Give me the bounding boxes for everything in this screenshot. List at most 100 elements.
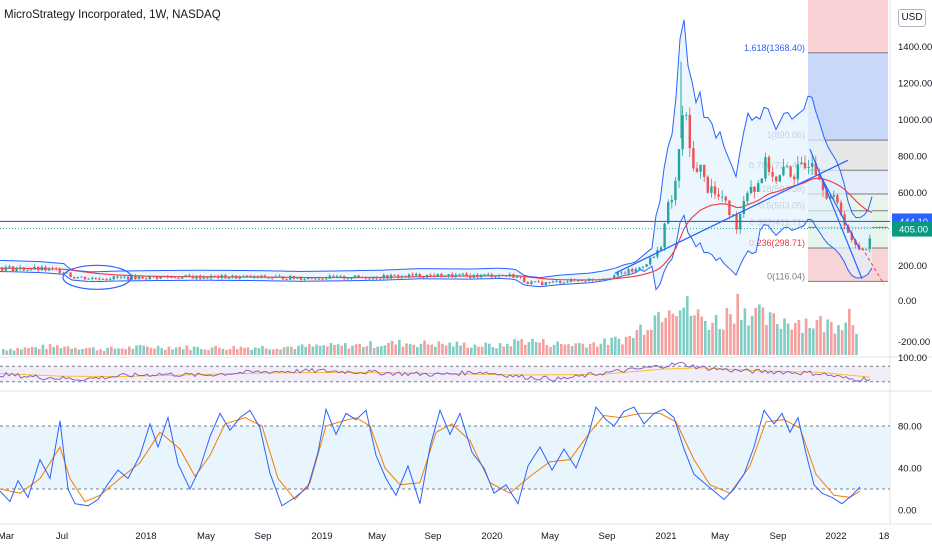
- candle-body: [476, 274, 479, 278]
- volume-bar: [185, 345, 189, 355]
- candle-body: [717, 194, 720, 197]
- volume-bar: [228, 348, 232, 355]
- candle-body: [847, 225, 850, 233]
- candle-body: [458, 274, 461, 276]
- candle-body: [404, 275, 407, 277]
- candle-body: [94, 277, 97, 279]
- candle-body: [832, 195, 835, 197]
- candle-body: [461, 273, 465, 275]
- candle-body: [69, 272, 72, 277]
- candle-body: [271, 277, 274, 279]
- candle-body: [375, 276, 378, 279]
- volume-bar: [408, 344, 412, 355]
- volume-bar: [149, 347, 153, 355]
- volume-bar: [290, 346, 293, 355]
- volume-bar: [383, 345, 387, 355]
- volume-bar: [459, 345, 462, 355]
- candle-body: [350, 278, 353, 279]
- oscillator-line: [0, 361, 871, 382]
- volume-bar: [527, 342, 531, 355]
- candle-body: [307, 277, 310, 280]
- candle-body: [339, 275, 342, 277]
- candle-body: [379, 278, 382, 280]
- oscillator-tick-label: 100.00: [898, 353, 927, 364]
- volume-bar: [264, 348, 268, 355]
- candle-body: [353, 275, 357, 279]
- candle-body: [681, 115, 684, 150]
- candle-body: [771, 171, 774, 177]
- candle-body: [163, 276, 166, 278]
- candle-body: [505, 275, 508, 277]
- volume-bar: [585, 347, 588, 355]
- candle-body: [105, 279, 108, 280]
- candle-body: [746, 192, 749, 202]
- bollinger-upper: [0, 19, 873, 279]
- currency-button[interactable]: USD: [898, 9, 926, 27]
- volume-bar: [2, 349, 5, 355]
- time-tick-label: May: [368, 531, 386, 542]
- volume-bar: [747, 325, 750, 355]
- candle-body: [299, 277, 303, 280]
- volume-bar: [801, 332, 804, 355]
- volume-bar: [419, 343, 423, 355]
- volume-bar: [362, 347, 365, 355]
- bollinger-fill: [0, 19, 872, 290]
- candle-body: [116, 276, 119, 278]
- volume-bar: [498, 343, 502, 355]
- candle-body: [393, 275, 396, 276]
- candle-body: [245, 275, 249, 277]
- candle-body: [591, 278, 594, 281]
- volume-bar: [516, 340, 520, 355]
- volume-bar: [639, 324, 642, 355]
- candle-body: [155, 276, 159, 279]
- volume-bar: [740, 319, 743, 355]
- volume-bar: [297, 345, 300, 355]
- candle-body: [195, 275, 198, 279]
- volume-bar: [318, 345, 322, 355]
- candle-body: [199, 275, 202, 279]
- chart-title[interactable]: MicroStrategy Incorporated, 1W, NASDAQ: [4, 9, 221, 21]
- volume-bar: [329, 343, 333, 355]
- volume-bar: [243, 347, 246, 355]
- volume-bar: [588, 343, 592, 355]
- volume-bar: [524, 344, 527, 355]
- volume-bar: [203, 349, 207, 355]
- volume-bar: [808, 328, 811, 355]
- candle-body: [764, 157, 767, 179]
- volume-bar: [596, 346, 599, 355]
- price-tick-label: 1200.00: [898, 79, 932, 90]
- candle-body: [44, 266, 47, 271]
- candle-body: [253, 275, 256, 278]
- candle-body: [850, 232, 853, 241]
- candle-body: [638, 267, 641, 270]
- candle-body: [314, 278, 317, 280]
- candle-body: [436, 273, 439, 277]
- candle-body: [742, 201, 745, 214]
- candle-body: [497, 275, 501, 277]
- volume-bar: [387, 342, 390, 355]
- price-tick-label: 1000.00: [898, 115, 932, 126]
- volume-bar: [722, 329, 725, 355]
- candle-body: [688, 114, 691, 149]
- candle-body: [569, 279, 573, 282]
- volume-bar: [16, 348, 19, 355]
- candle-body: [757, 183, 760, 192]
- candle-body: [29, 269, 33, 271]
- candle-body: [443, 276, 447, 278]
- volume-bar: [380, 346, 383, 355]
- time-tick-label: Sep: [425, 531, 442, 542]
- volume-bar: [207, 349, 210, 355]
- volume-bar: [128, 346, 131, 355]
- candle-body: [206, 277, 209, 279]
- candle-body: [37, 266, 40, 271]
- candle-body: [328, 275, 331, 279]
- candle-body: [303, 279, 306, 280]
- volume-bar: [480, 346, 484, 355]
- volume-bar: [358, 343, 361, 355]
- volume-bar: [675, 316, 678, 355]
- candle-body: [242, 276, 245, 278]
- volume-bar: [614, 336, 617, 355]
- volume-bar: [693, 315, 696, 355]
- candle-body: [447, 274, 450, 277]
